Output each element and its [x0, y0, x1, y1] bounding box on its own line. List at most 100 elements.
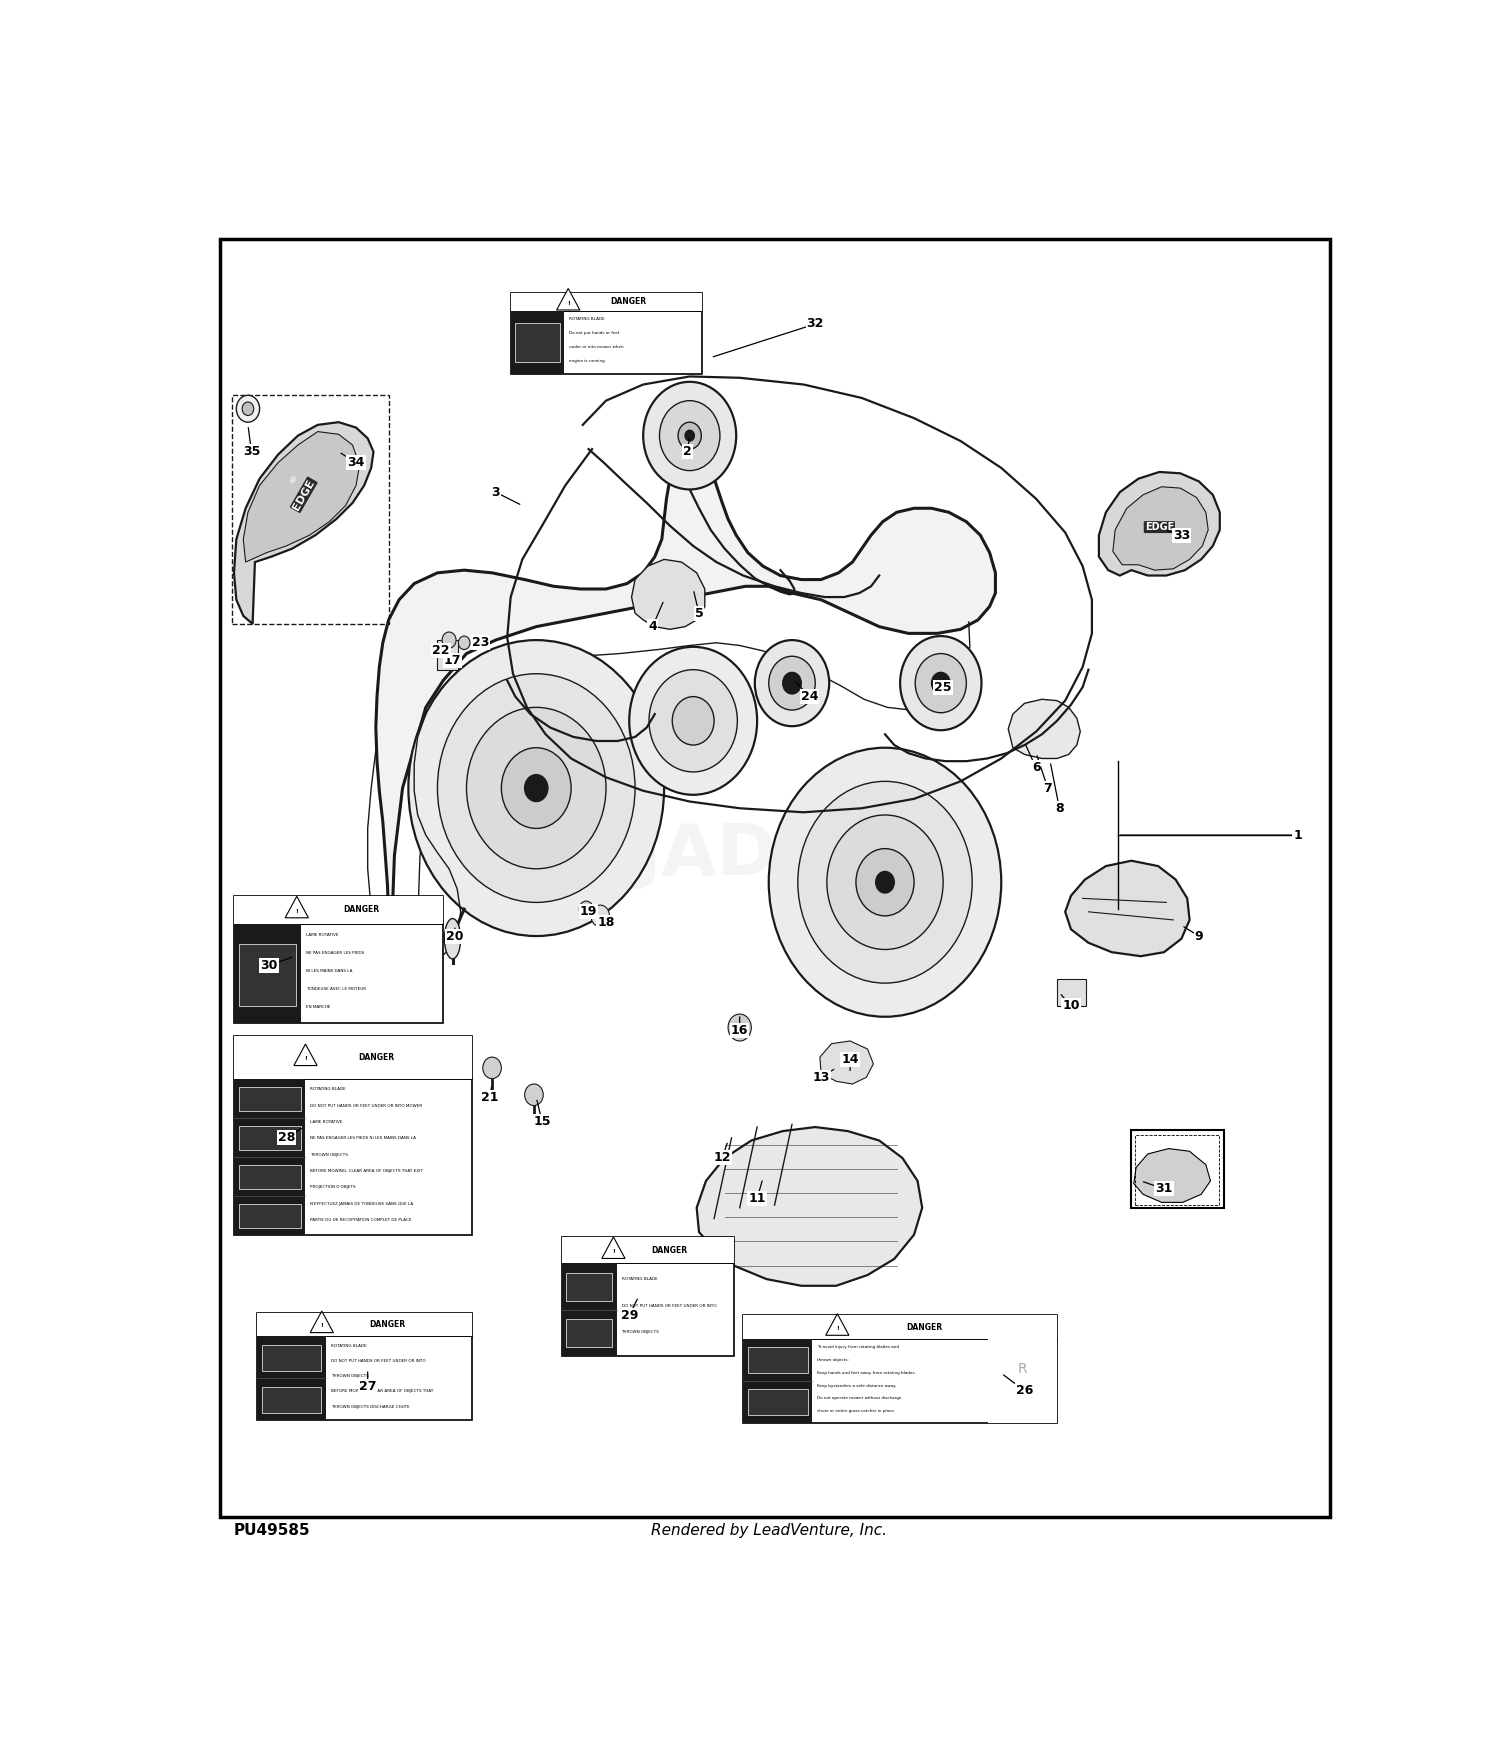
Text: PROJECTION D'OBJETS: PROJECTION D'OBJETS: [310, 1184, 356, 1190]
Bar: [438, 639, 459, 669]
Text: 5: 5: [694, 606, 703, 620]
Polygon shape: [285, 896, 309, 917]
Circle shape: [630, 646, 758, 795]
Text: 35: 35: [243, 445, 260, 458]
Text: EDGE: EDGE: [1144, 522, 1174, 533]
Circle shape: [459, 636, 470, 650]
Circle shape: [501, 748, 572, 828]
Circle shape: [856, 849, 913, 915]
Text: BEFORE MOWING, CLEAR AREA OF OBJECTS THAT EXIT: BEFORE MOWING, CLEAR AREA OF OBJECTS THA…: [310, 1169, 423, 1172]
Text: DANGER: DANGER: [651, 1246, 687, 1254]
Text: EDGE: EDGE: [291, 477, 316, 512]
Circle shape: [678, 423, 702, 449]
Bar: [234, 896, 444, 1024]
Bar: [988, 1315, 1058, 1424]
Circle shape: [483, 1057, 501, 1078]
Polygon shape: [376, 449, 996, 950]
Text: LAME ROTATIVE: LAME ROTATIVE: [310, 1120, 342, 1123]
Circle shape: [915, 653, 966, 713]
Circle shape: [768, 657, 816, 709]
Text: DANGER: DANGER: [369, 1321, 405, 1329]
Text: ROTATING BLADE: ROTATING BLADE: [621, 1277, 657, 1281]
Circle shape: [660, 400, 720, 470]
Text: DO NOT PUT HANDS OR FEET UNDER OR INTO: DO NOT PUT HANDS OR FEET UNDER OR INTO: [330, 1359, 426, 1363]
Text: JADW: JADW: [634, 821, 856, 889]
Bar: [238, 1087, 302, 1111]
Bar: [238, 1165, 302, 1190]
Bar: [562, 1237, 734, 1263]
Text: 28: 28: [278, 1132, 296, 1144]
Polygon shape: [1008, 699, 1080, 758]
Text: 6: 6: [1032, 762, 1041, 774]
Text: DANGER: DANGER: [358, 1053, 394, 1062]
Bar: [234, 1036, 472, 1080]
Text: THROWN OBJECTS DISCHARGE CHUTE: THROWN OBJECTS DISCHARGE CHUTE: [330, 1405, 410, 1408]
Circle shape: [579, 901, 592, 917]
Text: !: !: [321, 1324, 322, 1328]
Text: 10: 10: [1062, 999, 1080, 1013]
Text: 24: 24: [801, 690, 818, 702]
Polygon shape: [1134, 1148, 1210, 1202]
Polygon shape: [1100, 472, 1220, 575]
Text: Do not put hands or feet: Do not put hands or feet: [568, 332, 620, 335]
Text: engine is running: engine is running: [568, 360, 604, 363]
Text: DANGER: DANGER: [610, 297, 646, 306]
Text: NI LES MAINS DANS LA: NI LES MAINS DANS LA: [306, 970, 352, 973]
Circle shape: [686, 430, 694, 440]
Text: 32: 32: [807, 318, 824, 330]
Polygon shape: [1065, 861, 1190, 956]
Bar: [234, 924, 302, 1024]
Text: PARTIE DU DE RECOPITATION COMPLET DE PLACE: PARTIE DU DE RECOPITATION COMPLET DE PLA…: [310, 1218, 411, 1221]
Bar: [234, 1080, 306, 1235]
Text: 25: 25: [934, 681, 952, 694]
Text: 48: 48: [290, 473, 300, 484]
Text: NE PAS ENGAGER LES PIEDS: NE PAS ENGAGER LES PIEDS: [306, 950, 364, 956]
Bar: [748, 1347, 807, 1373]
Text: 13: 13: [813, 1071, 830, 1083]
Text: 16: 16: [730, 1024, 748, 1036]
Circle shape: [900, 636, 981, 730]
Polygon shape: [1113, 487, 1208, 570]
Bar: [1136, 1136, 1218, 1205]
Text: ROTATING BLADE: ROTATING BLADE: [310, 1087, 346, 1092]
Polygon shape: [825, 1314, 849, 1335]
Text: ROTATING BLADE: ROTATING BLADE: [568, 318, 604, 321]
Text: 30: 30: [260, 959, 278, 971]
Bar: [262, 1387, 321, 1413]
Circle shape: [798, 781, 972, 984]
Text: !: !: [304, 1057, 307, 1062]
Polygon shape: [632, 559, 705, 629]
Polygon shape: [696, 1127, 922, 1286]
Circle shape: [591, 905, 609, 926]
Text: 34: 34: [348, 456, 364, 468]
Text: 33: 33: [1173, 529, 1190, 542]
Text: !: !: [836, 1326, 839, 1331]
Text: 31: 31: [1155, 1183, 1173, 1195]
Text: BEFORE MOWING, CLEAR AREA OF OBJECTS THAT: BEFORE MOWING, CLEAR AREA OF OBJECTS THA…: [330, 1389, 434, 1394]
Polygon shape: [821, 1041, 873, 1083]
Bar: [510, 293, 702, 374]
Text: !: !: [612, 1249, 615, 1254]
Text: 11: 11: [748, 1191, 766, 1205]
Bar: [742, 1338, 812, 1424]
Circle shape: [876, 872, 894, 893]
Text: ROTATING BLADE: ROTATING BLADE: [330, 1343, 366, 1347]
Circle shape: [237, 395, 260, 423]
Text: !: !: [296, 908, 298, 914]
Text: DO NOT PUT HANDS OR FEET UNDER OR INTO MOWER: DO NOT PUT HANDS OR FEET UNDER OR INTO M…: [310, 1104, 423, 1108]
Text: DO NOT PUT HANDS OR FEET UNDER OR INTO: DO NOT PUT HANDS OR FEET UNDER OR INTO: [621, 1303, 716, 1307]
Circle shape: [754, 639, 830, 727]
Bar: [231, 395, 388, 624]
Bar: [562, 1237, 734, 1356]
Polygon shape: [556, 288, 580, 309]
Text: 17: 17: [444, 653, 462, 667]
Text: 20: 20: [446, 929, 464, 943]
Text: 18: 18: [597, 915, 615, 929]
Circle shape: [242, 402, 254, 416]
Text: R: R: [1017, 1363, 1028, 1377]
Bar: [516, 323, 560, 362]
Text: 3: 3: [492, 486, 500, 498]
Bar: [234, 896, 444, 924]
Text: 26: 26: [1016, 1384, 1034, 1398]
Circle shape: [827, 816, 944, 950]
